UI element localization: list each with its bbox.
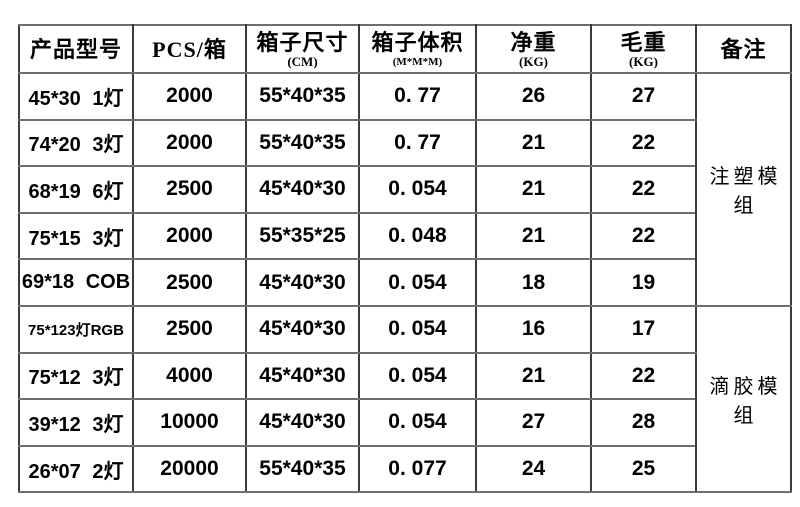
table-row: 26*07 2灯 20000 55*40*35 0. 077 24 25: [18, 444, 791, 494]
col-header-net-weight-label: 净重: [510, 29, 557, 55]
cell-net: 21: [475, 211, 592, 261]
cell-volume: 0. 054: [358, 165, 477, 214]
packing-table: 产品型号 PCS/箱 箱子尺寸 (CM) 箱子体积 (M*M*M) 净重 (KG…: [18, 24, 792, 494]
table-row: 69*18 COB 2500 45*40*30 0. 054 18 19: [18, 258, 791, 307]
cell-pcs: 2500: [132, 304, 247, 354]
col-header-box-volume-unit: (M*M*M): [392, 55, 443, 68]
cell-gross: 22: [590, 351, 697, 401]
cell-volume: 0. 054: [358, 351, 477, 401]
cell-size: 55*35*25: [245, 211, 360, 261]
cell-net: 18: [475, 258, 592, 307]
cell-pcs: 10000: [132, 398, 247, 447]
cell-gross: 22: [590, 211, 697, 261]
table-row: 75*15 3灯 2000 55*35*25 0. 048 21 22: [18, 211, 791, 261]
col-header-remark-label: 备注: [720, 36, 767, 62]
table-row: 75*123灯RGB 2500 45*40*30 0. 054 16 17 滴胶模组: [18, 304, 792, 494]
table-row: 75*12 3灯 4000 45*40*30 0. 054 21 22: [18, 351, 791, 401]
cell-size: 55*40*35: [245, 72, 360, 121]
cell-model: 74*20 3灯: [18, 118, 134, 168]
table-header: 产品型号 PCS/箱 箱子尺寸 (CM) 箱子体积 (M*M*M) 净重 (KG…: [18, 24, 792, 74]
cell-net: 24: [475, 444, 592, 494]
col-header-gross-weight: 毛重 (KG): [590, 24, 697, 74]
cell-size: 45*40*30: [245, 258, 360, 307]
cell-pcs: 4000: [132, 351, 247, 401]
col-header-box-size-unit: (CM): [287, 53, 318, 69]
col-header-remark: 备注: [695, 24, 792, 74]
cell-volume: 0. 77: [358, 72, 477, 121]
cell-size: 45*40*30: [245, 398, 360, 447]
cell-size: 45*40*30: [245, 165, 360, 214]
cell-gross: 22: [590, 118, 697, 168]
cell-volume: 0. 054: [358, 398, 477, 447]
cell-gross: 25: [590, 444, 697, 494]
cell-pcs: 2000: [132, 72, 247, 121]
cell-net: 26: [475, 72, 592, 121]
cell-size: 55*40*35: [245, 118, 360, 168]
cell-model: 68*19 6灯: [18, 165, 134, 214]
cell-model: 26*07 2灯: [18, 444, 134, 494]
cell-gross: 22: [590, 165, 697, 214]
cell-model: 69*18 COB: [18, 258, 134, 307]
cell-net: 27: [475, 398, 592, 447]
header-row: 产品型号 PCS/箱 箱子尺寸 (CM) 箱子体积 (M*M*M) 净重 (KG…: [18, 24, 792, 74]
cell-model: 75*123灯RGB: [18, 304, 134, 354]
cell-size: 45*40*30: [245, 304, 360, 354]
cell-volume: 0. 054: [358, 258, 477, 307]
cell-gross: 27: [590, 72, 697, 121]
col-header-model-label: 产品型号: [29, 36, 122, 62]
cell-volume: 0. 077: [358, 444, 477, 494]
cell-gross: 17: [590, 304, 697, 354]
cell-gross: 19: [590, 258, 697, 307]
remark-group-cell: 注塑模组: [695, 72, 792, 307]
cell-gross: 28: [590, 398, 697, 447]
cell-net: 21: [475, 165, 592, 214]
table-row: 68*19 6灯 2500 45*40*30 0. 054 21 22: [18, 165, 791, 214]
col-header-box-size: 箱子尺寸 (CM): [245, 24, 360, 74]
table-row: 45*30 1灯 2000 55*40*35 0. 77 26 27 注塑模组: [18, 72, 792, 307]
cell-net: 21: [475, 351, 592, 401]
col-header-net-weight-unit: (KG): [519, 53, 548, 69]
table-row: 74*20 3灯 2000 55*40*35 0. 77 21 22: [18, 118, 791, 168]
cell-model: 39*12 3灯: [18, 398, 134, 447]
cell-volume: 0. 054: [358, 304, 477, 354]
cell-model: 75*12 3灯: [18, 351, 134, 401]
cell-pcs: 2000: [132, 211, 247, 261]
cell-volume: 0. 048: [358, 211, 477, 261]
cell-pcs: 2500: [132, 258, 247, 307]
cell-volume: 0. 77: [358, 118, 477, 168]
col-header-box-volume-label: 箱子体积: [371, 29, 464, 55]
table-body: 45*30 1灯 2000 55*40*35 0. 77 26 27 注塑模组 74*20 3…: [18, 72, 792, 494]
cell-pcs: 20000: [132, 444, 247, 494]
cell-model: 45*30 1灯: [18, 72, 134, 121]
col-header-pcs-per-box: PCS/箱: [132, 24, 247, 74]
cell-model: 75*15 3灯: [18, 211, 134, 261]
col-header-pcs-label: PCS/箱: [152, 36, 227, 62]
remark-group-cell: 滴胶模组: [695, 304, 792, 494]
col-header-box-volume: 箱子体积 (M*M*M): [358, 24, 477, 74]
cell-size: 45*40*30: [245, 351, 360, 401]
cell-net: 16: [475, 304, 592, 354]
col-header-box-size-label: 箱子尺寸: [256, 29, 349, 55]
cell-pcs: 2000: [132, 118, 247, 168]
cell-size: 55*40*35: [245, 444, 360, 494]
col-header-gross-weight-label: 毛重: [620, 29, 667, 55]
cell-pcs: 2500: [132, 165, 247, 214]
table-row: 39*12 3灯 10000 45*40*30 0. 054 27 28: [18, 398, 791, 447]
cell-net: 21: [475, 118, 592, 168]
col-header-net-weight: 净重 (KG): [475, 24, 592, 74]
col-header-gross-weight-unit: (KG): [629, 53, 658, 69]
col-header-model: 产品型号: [18, 24, 134, 74]
